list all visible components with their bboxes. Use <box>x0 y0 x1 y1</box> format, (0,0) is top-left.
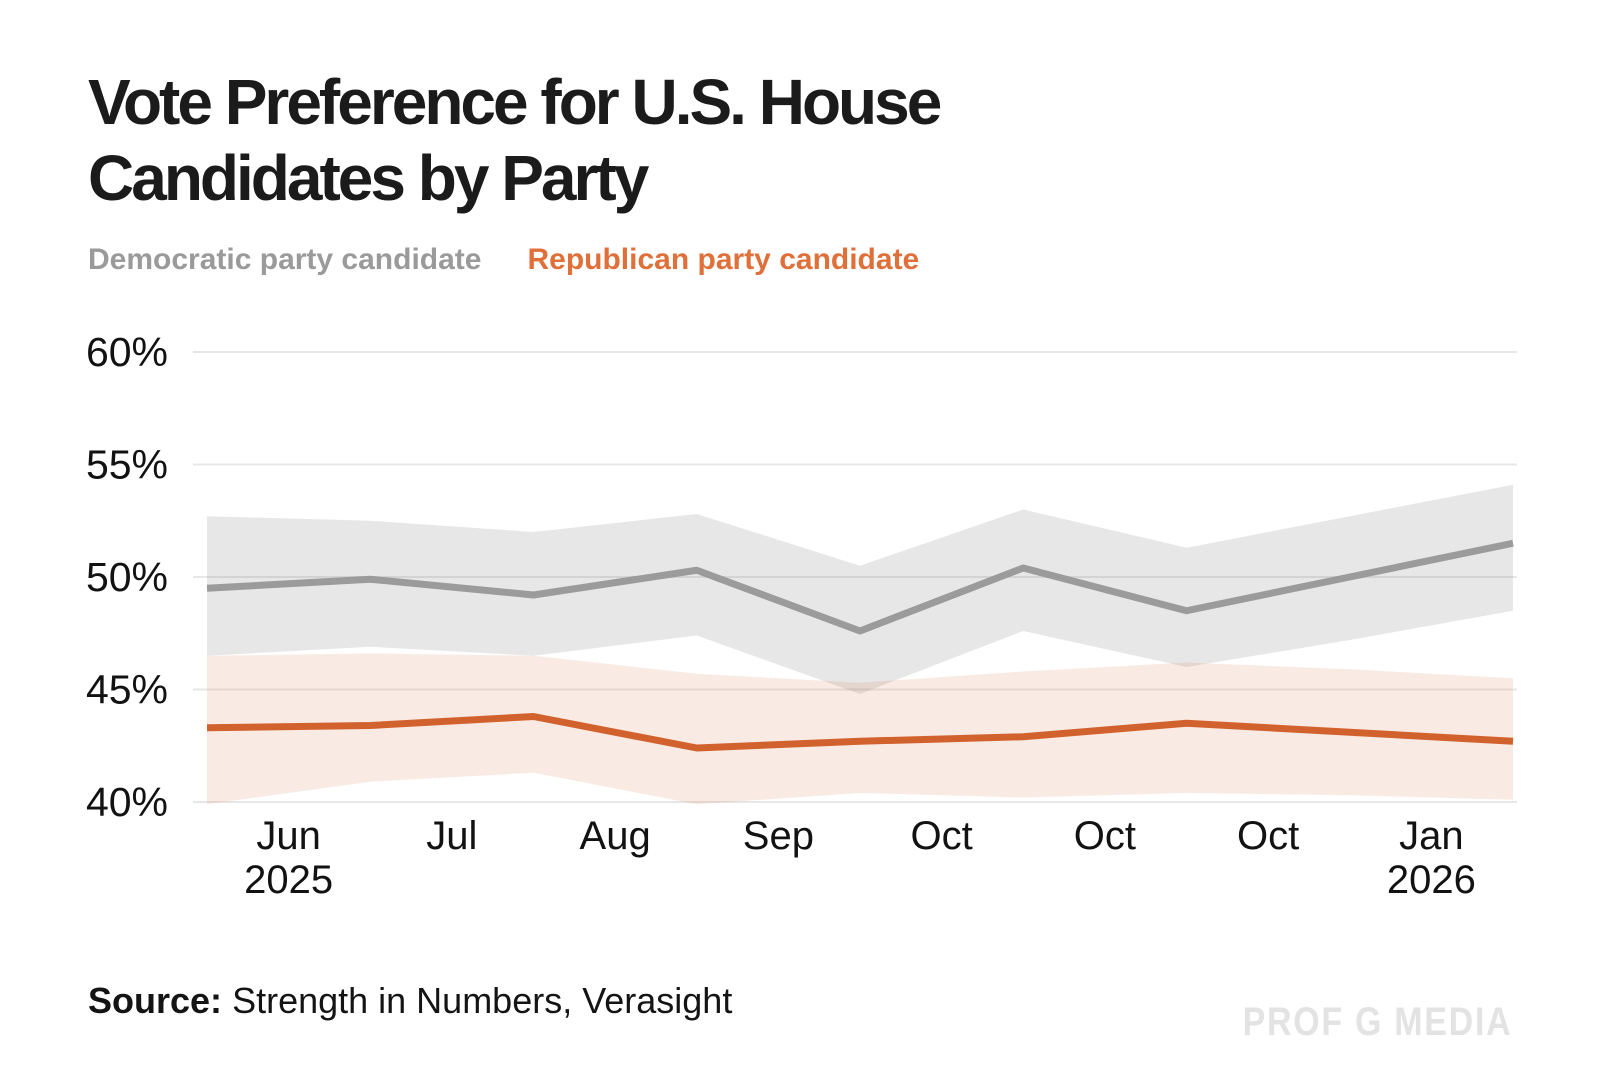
legend-item-democratic: Democratic party candidate <box>88 243 482 276</box>
x-tick-month: Sep <box>743 814 814 858</box>
legend-item-republican: Republican party candidate <box>527 243 920 276</box>
democratic-confidence-band <box>207 484 1513 694</box>
source-note: Source: Strength in Numbers, Verasight <box>88 980 732 1022</box>
series-lines <box>206 539 1514 752</box>
gridlines <box>193 351 1517 803</box>
x-tick-month: Oct <box>1074 814 1136 858</box>
x-tick-month: Jan <box>1399 814 1464 858</box>
republican-confidence-band <box>207 653 1513 805</box>
x-tick-month: Oct <box>911 814 973 858</box>
x-tick-month: Aug <box>580 814 651 858</box>
y-tick-label: 50% <box>86 554 168 600</box>
x-tick-month: Jun <box>256 814 321 858</box>
y-tick-label: 40% <box>86 779 168 825</box>
democratic-trend-line <box>206 539 1514 635</box>
y-tick-label: 45% <box>86 667 168 713</box>
watermark: PROF G MEDIA <box>1242 1000 1512 1044</box>
chart-title-line2: Candidates by Party <box>88 142 649 214</box>
confidence-bands <box>207 484 1513 805</box>
republican-trend-line <box>206 713 1514 752</box>
y-tick-label: 60% <box>86 329 168 375</box>
chart-title-line1: Vote Preference for U.S. House <box>88 66 942 138</box>
x-tick-year: 2025 <box>244 858 333 902</box>
source-text: Strength in Numbers, Verasight <box>232 980 733 1021</box>
x-tick-month: Jul <box>426 814 477 858</box>
y-axis-labels: 60% 55% 50% 45% 40% <box>86 329 168 825</box>
x-tick-year: 2026 <box>1387 858 1476 902</box>
chart-title: Vote Preference for U.S. House Candidate… <box>88 64 942 216</box>
legend: Democratic party candidate Republican pa… <box>88 243 919 277</box>
source-label: Source: <box>88 980 223 1021</box>
y-tick-label: 55% <box>86 442 168 488</box>
x-tick-month: Oct <box>1237 814 1299 858</box>
